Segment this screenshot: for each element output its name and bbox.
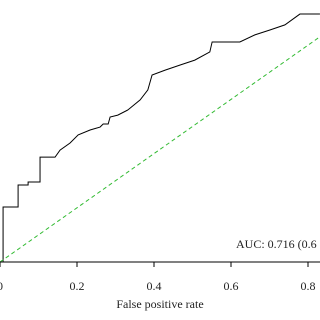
- x-tick-label: 0.6: [224, 279, 239, 293]
- roc-line: [2, 13, 320, 262]
- roc-line: [0, 36, 320, 263]
- x-tick-label: 0: [0, 279, 3, 293]
- x-axis-label: False positive rate: [116, 297, 203, 311]
- plot-area: [0, 13, 320, 263]
- x-tick-label: 0.4: [147, 279, 162, 293]
- x-tick-label: 0.2: [70, 279, 85, 293]
- annotation: AUC: 0.716 (0.6: [236, 237, 317, 251]
- x-tick-label: 0.8: [301, 279, 316, 293]
